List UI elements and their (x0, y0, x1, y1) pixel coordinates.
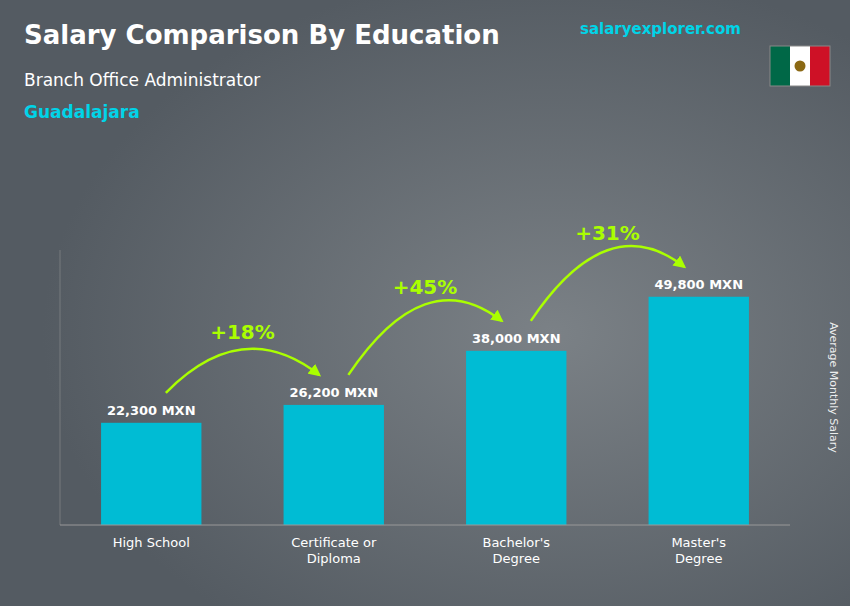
background (0, 0, 850, 606)
y-axis-line (60, 250, 61, 525)
city: Guadalajara (24, 102, 140, 122)
data-label: 49,800 MXN (654, 277, 743, 292)
flag (770, 46, 830, 86)
flag-stripe (810, 46, 830, 86)
data-label: 26,200 MXN (289, 385, 378, 400)
x-tick-label-line: Degree (675, 551, 722, 566)
change-arrow (531, 246, 684, 321)
x-tick-label: Master'sDegree (671, 535, 726, 566)
chart-svg: Salary Comparison By Education Branch Off… (0, 0, 850, 606)
y-axis-label: Average Monthly Salary (827, 322, 840, 453)
bars (101, 297, 749, 525)
x-tick-label: Certificate orDiploma (291, 535, 377, 566)
x-tick-label: High School (113, 535, 190, 550)
flag-stripe (770, 46, 790, 86)
change-arrow (166, 349, 319, 393)
x-tick-label-line: Degree (493, 551, 540, 566)
x-axis-line (60, 525, 790, 526)
watermark: salaryexplorer.com (580, 20, 741, 38)
change-label: +45% (393, 275, 458, 299)
bar (466, 351, 566, 525)
change-label: +18% (210, 320, 275, 344)
x-tick-label: Bachelor'sDegree (482, 535, 550, 566)
x-tick-label-line: Diploma (307, 551, 361, 566)
flag-border (770, 46, 830, 86)
x-tick-label-line: Bachelor's (482, 535, 550, 550)
change-arrow (348, 300, 501, 375)
x-tick-label-line: Certificate or (291, 535, 377, 550)
subtitle: Branch Office Administrator (24, 70, 260, 90)
x-tick-label-line: High School (113, 535, 190, 550)
flag-emblem (795, 61, 806, 72)
x-tick-label-line: Master's (671, 535, 726, 550)
bar (101, 423, 201, 525)
flag-stripe (790, 46, 810, 86)
change-label: +31% (575, 221, 640, 245)
data-label: 38,000 MXN (472, 331, 561, 346)
bar (284, 405, 384, 525)
bar (649, 297, 749, 525)
data-label: 22,300 MXN (107, 403, 196, 418)
title: Salary Comparison By Education (24, 20, 500, 50)
chart-root: Salary Comparison By Education Branch Off… (0, 0, 850, 606)
